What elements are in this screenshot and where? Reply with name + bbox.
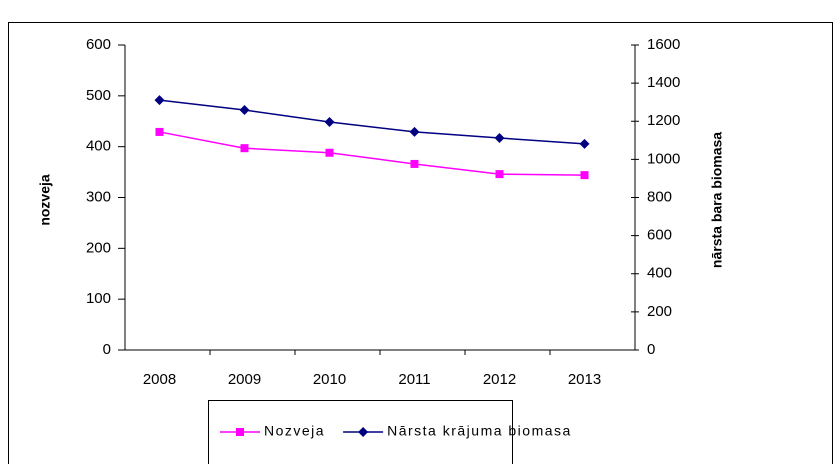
data-point <box>580 171 589 180</box>
legend-label: Nozveja <box>264 423 325 439</box>
legend-label: Nārsta krājuma biomasa <box>387 423 572 439</box>
data-point <box>239 105 250 116</box>
y-tick-label: 100 <box>86 290 111 307</box>
series-line <box>159 131 585 176</box>
x-tick-label: 2008 <box>143 371 176 388</box>
chart-frame <box>8 22 833 464</box>
data-point <box>409 126 420 137</box>
data-point <box>494 133 505 144</box>
data-point <box>154 95 165 106</box>
data-point <box>410 159 419 168</box>
y2-tick-label: 1400 <box>647 74 680 91</box>
data-point <box>155 127 164 136</box>
y-tick-label: 0 <box>103 341 111 358</box>
legend-marker <box>236 428 244 436</box>
legend-marker <box>358 427 369 437</box>
y-tick-label: 400 <box>86 138 111 155</box>
series-line <box>159 99 585 145</box>
y-axis-title: nozveja <box>37 174 53 226</box>
y2-tick-label: 400 <box>647 265 672 282</box>
data-point <box>324 117 335 128</box>
y2-tick-label: 800 <box>647 188 672 205</box>
data-point <box>240 144 249 153</box>
data-point <box>579 138 590 149</box>
y2-tick-label: 200 <box>647 303 672 320</box>
y2-tick-label: 1200 <box>647 112 680 129</box>
y-tick-label: 300 <box>86 188 111 205</box>
data-point <box>325 148 334 157</box>
y-tick-label: 500 <box>86 87 111 104</box>
x-tick-label: 2009 <box>228 371 261 388</box>
x-tick-label: 2010 <box>313 371 346 388</box>
data-point <box>495 170 504 179</box>
x-tick-label: 2013 <box>568 371 601 388</box>
y-tick-label: 600 <box>86 36 111 53</box>
y2-tick-label: 1600 <box>647 36 680 53</box>
y-tick-label: 200 <box>86 239 111 256</box>
x-tick-label: 2011 <box>398 371 430 388</box>
y2-tick-label: 600 <box>647 227 672 244</box>
x-tick-label: 2012 <box>483 371 516 388</box>
y2-axis-title: nārsta bara biomasa <box>709 132 725 268</box>
y2-tick-label: 0 <box>647 341 655 358</box>
y2-tick-label: 1000 <box>647 150 680 167</box>
